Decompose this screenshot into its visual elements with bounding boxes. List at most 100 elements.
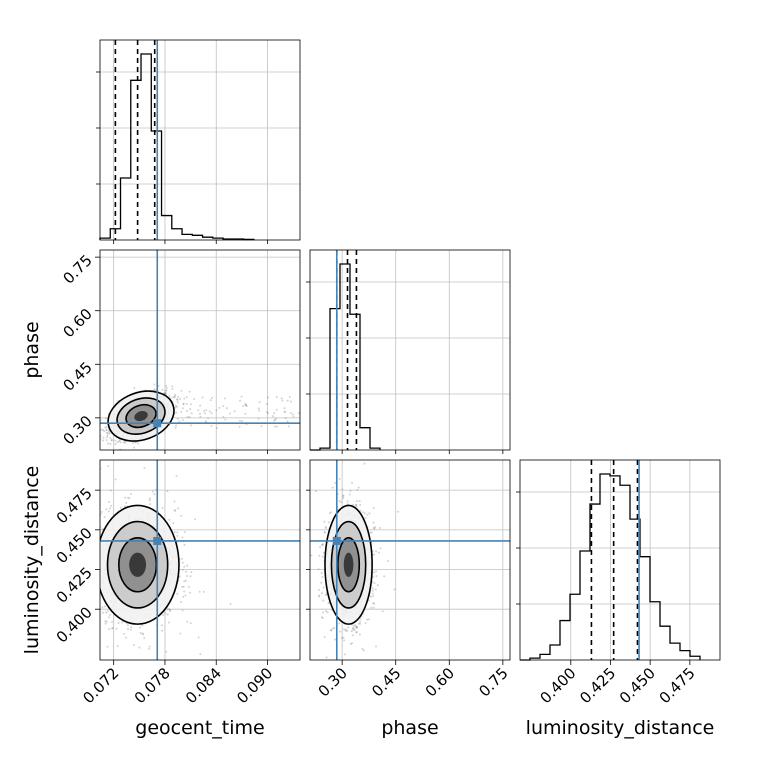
sample-point (367, 618, 370, 621)
sample-point (124, 452, 126, 454)
sample-point (134, 441, 137, 444)
truth-marker (153, 419, 162, 428)
sample-point (351, 642, 354, 645)
sample-point (350, 481, 353, 484)
sample-point (175, 411, 178, 414)
sample-point (116, 644, 119, 647)
density-contour (343, 552, 354, 577)
sample-point (376, 584, 379, 587)
sample-point (109, 507, 112, 510)
scatter-points (95, 383, 300, 454)
sample-point (101, 611, 104, 614)
sample-point (172, 521, 175, 524)
x-tick-label: 0.75 (475, 664, 511, 700)
sample-point (224, 418, 227, 421)
sample-point (133, 387, 136, 390)
sample-point (175, 475, 178, 478)
sample-point (319, 546, 322, 549)
sample-point (355, 505, 358, 508)
sample-point (375, 575, 378, 578)
sample-point (91, 522, 93, 524)
x-tick-label: 0.084 (182, 664, 225, 707)
sample-point (342, 628, 345, 631)
sample-point (108, 628, 111, 631)
sample-point (370, 531, 373, 534)
panel-frame (519, 459, 721, 661)
panel-frame (99, 249, 301, 451)
sample-point (189, 575, 192, 578)
x-tick-label: 0.30 (315, 664, 351, 700)
sample-point (184, 594, 187, 597)
sample-point (260, 425, 263, 428)
sample-point (190, 571, 193, 574)
sample-point (379, 527, 382, 530)
sample-point (265, 411, 268, 414)
scatter-points (84, 444, 233, 682)
x-axis-label: luminosity_distance (526, 717, 715, 739)
sample-point (177, 507, 180, 510)
sample-point (267, 396, 270, 399)
sample-point (320, 581, 323, 584)
sample-point (207, 417, 210, 420)
sample-point (342, 495, 345, 498)
sample-point (370, 595, 373, 598)
sample-point (296, 596, 298, 598)
sample-point (185, 396, 188, 399)
sample-point (338, 477, 341, 480)
sample-point (180, 411, 183, 414)
sample-point (185, 574, 188, 577)
sample-point (183, 531, 186, 534)
sample-point (121, 621, 124, 624)
sample-point (105, 425, 108, 428)
sample-point (97, 544, 99, 546)
histogram-step (520, 473, 701, 661)
sample-point (153, 388, 156, 391)
sample-point (183, 590, 186, 593)
sample-point (343, 653, 346, 656)
scatter-panel-phase_vs_luminosity_distance (296, 459, 511, 676)
sample-point (362, 649, 365, 652)
sample-point (189, 591, 192, 594)
truth-marker (332, 536, 341, 545)
sample-point (338, 499, 341, 502)
sample-point (359, 509, 362, 512)
sample-point (210, 424, 213, 427)
sample-point (165, 385, 168, 388)
sample-point (173, 531, 176, 534)
sample-point (129, 628, 132, 631)
sample-point (354, 503, 357, 506)
sample-point (355, 500, 358, 503)
sample-point (183, 580, 186, 583)
sample-point (114, 478, 117, 481)
sample-point (348, 493, 351, 496)
sample-point (105, 428, 108, 431)
sample-point (125, 501, 128, 504)
sample-point (372, 606, 375, 609)
sample-point (148, 497, 151, 500)
y-tick-label: 0.475 (53, 484, 96, 527)
sample-point (101, 439, 104, 442)
sample-point (326, 611, 329, 614)
sample-point (160, 624, 163, 627)
sample-point (181, 561, 184, 564)
sample-point (153, 383, 156, 386)
sample-point (372, 571, 375, 574)
sample-point (198, 412, 201, 415)
sample-point (172, 396, 175, 399)
sample-point (162, 614, 165, 617)
sample-point (372, 595, 375, 598)
sample-point (358, 674, 360, 676)
sample-point (188, 390, 191, 393)
sample-point (284, 411, 287, 414)
sample-point (349, 643, 352, 646)
sample-point (324, 531, 327, 534)
sample-point (330, 629, 333, 632)
sample-point (175, 680, 177, 682)
sample-point (371, 592, 374, 595)
sample-point (105, 451, 107, 453)
sample-point (171, 387, 174, 390)
sample-point (161, 629, 164, 632)
sample-point (101, 606, 104, 609)
sample-point (95, 429, 97, 431)
sample-point (84, 444, 86, 446)
